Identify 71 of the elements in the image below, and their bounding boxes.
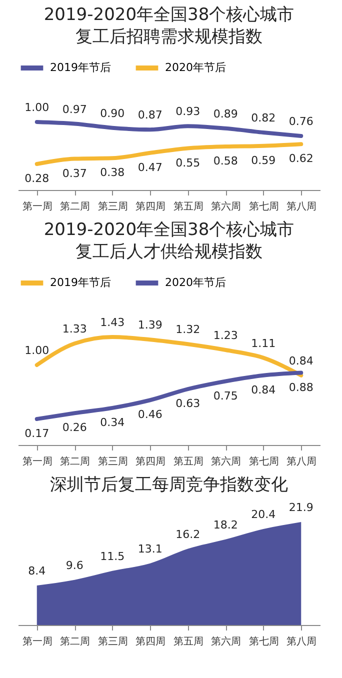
data-label: 0.59 bbox=[251, 154, 276, 167]
x-tick-label: 第一周 bbox=[22, 456, 52, 468]
data-label: 13.1 bbox=[138, 542, 162, 556]
chart-title: 2019-2020年全国38个核心城市复工后人才供给规模指数 bbox=[44, 220, 294, 262]
x-tick-label: 第七周 bbox=[248, 456, 279, 468]
chart-title: 深圳节后复工每周竞争指数变化 bbox=[50, 475, 288, 495]
x-tick-label: 第四周 bbox=[136, 456, 166, 468]
x-tick-label: 第四周 bbox=[136, 200, 166, 212]
data-label: 16.2 bbox=[176, 528, 200, 541]
x-tick-label: 第六周 bbox=[211, 200, 242, 212]
data-label: 11.5 bbox=[100, 550, 125, 563]
data-label: 20.4 bbox=[251, 508, 276, 522]
data-label: 0.58 bbox=[213, 154, 238, 168]
data-label: 21.9 bbox=[288, 501, 314, 514]
legend-label: 2019年节后 bbox=[50, 276, 111, 289]
data-label: 0.26 bbox=[62, 421, 87, 434]
data-label: 18.2 bbox=[213, 518, 238, 532]
x-tick-label: 第一周 bbox=[22, 200, 52, 212]
data-label: 0.63 bbox=[176, 397, 200, 410]
x-tick-label: 第一周 bbox=[22, 636, 52, 648]
data-label: 9.6 bbox=[66, 558, 84, 572]
data-label: 0.38 bbox=[100, 166, 125, 180]
x-tick-label: 第七周 bbox=[248, 200, 279, 212]
x-tick-label: 第二周 bbox=[60, 200, 90, 212]
x-tick-label: 第八周 bbox=[286, 456, 317, 468]
x-tick-label: 第六周 bbox=[211, 636, 242, 648]
data-label: 1.00 bbox=[24, 101, 50, 114]
data-label: 0.90 bbox=[100, 106, 125, 120]
x-tick-label: 第五周 bbox=[173, 200, 204, 212]
data-label: 0.62 bbox=[288, 152, 314, 166]
x-tick-label: 第三周 bbox=[98, 456, 128, 468]
legend-label: 2020年节后 bbox=[165, 276, 226, 289]
data-label: 0.93 bbox=[176, 105, 200, 118]
data-label: 0.17 bbox=[24, 427, 50, 440]
data-label: 0.47 bbox=[138, 160, 162, 174]
x-tick-label: 第八周 bbox=[286, 200, 317, 212]
data-label: 0.88 bbox=[288, 380, 314, 394]
data-label: 1.23 bbox=[213, 329, 238, 342]
x-tick-label: 第二周 bbox=[60, 636, 90, 648]
x-tick-label: 第八周 bbox=[286, 636, 317, 648]
x-tick-label: 第三周 bbox=[98, 636, 128, 648]
data-label: 0.97 bbox=[62, 102, 87, 116]
data-label: 1.33 bbox=[62, 322, 87, 336]
data-label: 1.39 bbox=[138, 318, 162, 332]
data-label: 0.37 bbox=[62, 166, 87, 180]
legend-label: 2020年节后 bbox=[165, 61, 226, 74]
data-label: 8.4 bbox=[28, 564, 46, 578]
x-tick-label: 第四周 bbox=[136, 636, 166, 648]
data-label: 0.46 bbox=[138, 408, 162, 422]
data-label: 1.43 bbox=[100, 316, 125, 329]
data-label: 0.28 bbox=[24, 172, 50, 185]
data-label: 0.34 bbox=[100, 416, 125, 429]
data-label: 0.75 bbox=[213, 389, 238, 402]
data-label: 0.89 bbox=[213, 107, 238, 120]
data-label: 0.84 bbox=[251, 383, 276, 396]
x-tick-label: 第五周 bbox=[173, 456, 204, 468]
x-tick-label: 第三周 bbox=[98, 200, 128, 212]
data-label: 0.55 bbox=[176, 156, 200, 170]
data-label: 1.11 bbox=[251, 336, 276, 350]
x-tick-label: 第六周 bbox=[211, 456, 242, 468]
data-label: 0.87 bbox=[138, 108, 162, 122]
data-label: 0.84 bbox=[288, 354, 314, 368]
chart-title: 2019-2020年全国38个核心城市复工后招聘需求规模指数 bbox=[44, 5, 294, 47]
data-label: 1.32 bbox=[176, 323, 200, 336]
data-label: 1.00 bbox=[24, 344, 50, 357]
legend-label: 2019年节后 bbox=[50, 61, 111, 74]
data-label: 0.82 bbox=[251, 112, 276, 124]
x-tick-label: 第七周 bbox=[248, 636, 279, 648]
x-tick-label: 第二周 bbox=[60, 456, 90, 468]
data-label: 0.76 bbox=[288, 115, 314, 128]
x-tick-label: 第五周 bbox=[173, 636, 204, 648]
